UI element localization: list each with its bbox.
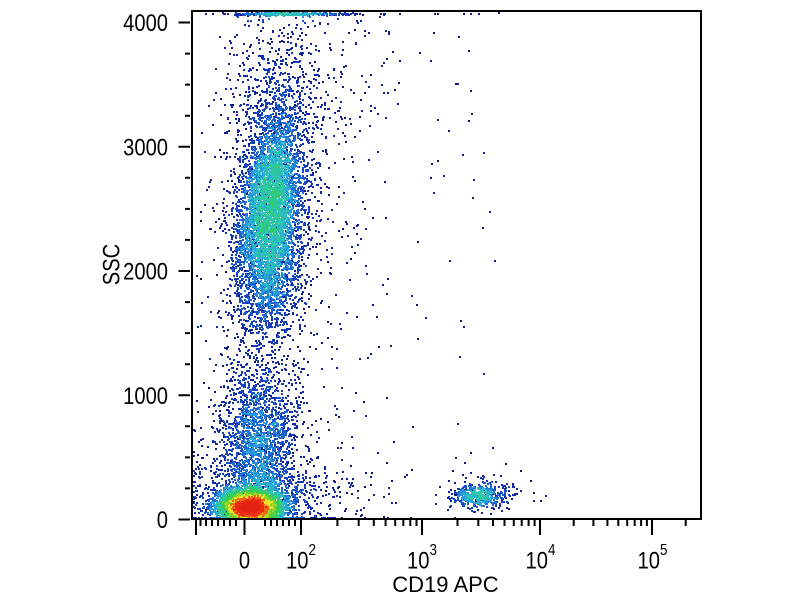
- svg-text:4000: 4000: [123, 9, 168, 36]
- svg-text:0: 0: [157, 506, 168, 533]
- svg-text:1000: 1000: [123, 382, 168, 409]
- svg-text:2000: 2000: [123, 258, 168, 285]
- svg-text:CD19 APC: CD19 APC: [392, 572, 498, 597]
- svg-text:103: 103: [407, 542, 437, 574]
- svg-text:3000: 3000: [123, 134, 168, 161]
- svg-text:105: 105: [638, 542, 668, 574]
- svg-text:0: 0: [239, 547, 250, 574]
- svg-text:SSC: SSC: [98, 244, 125, 285]
